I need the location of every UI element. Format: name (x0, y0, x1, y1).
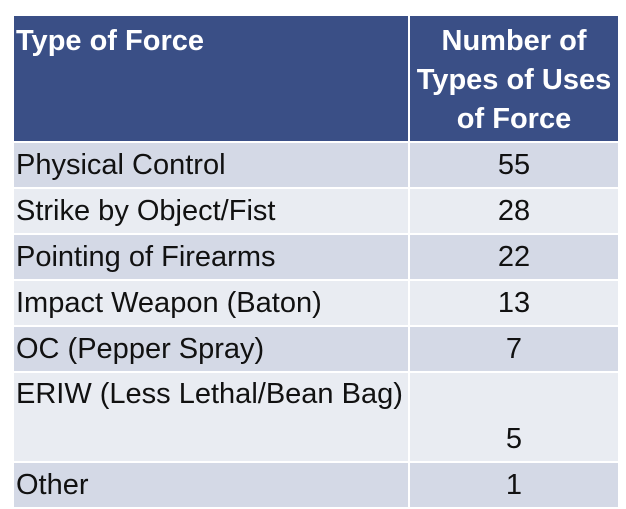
row-label: Strike by Object/Fist (12, 187, 410, 235)
table-row: Physical Control 55 (12, 141, 620, 189)
force-table: Type of Force Number of Types of Uses of… (12, 14, 620, 509)
header-row: Type of Force Number of Types of Uses of… (12, 14, 620, 143)
table-row: ERIW (Less Lethal/Bean Bag) 5 (12, 371, 620, 463)
row-value: 5 (408, 371, 620, 463)
row-label: Other (12, 461, 410, 509)
row-label: ERIW (Less Lethal/Bean Bag) (12, 371, 410, 463)
row-label: Physical Control (12, 141, 410, 189)
row-value: 13 (408, 279, 620, 327)
table-row: Impact Weapon (Baton) 13 (12, 279, 620, 327)
force-table-container: Type of Force Number of Types of Uses of… (12, 14, 620, 509)
row-label: Impact Weapon (Baton) (12, 279, 410, 327)
header-count-line-1: Number of (441, 25, 587, 57)
table-row: OC (Pepper Spray) 7 (12, 325, 620, 373)
header-type-line-1: Type of Force (16, 25, 204, 57)
table-row: Strike by Object/Fist 28 (12, 187, 620, 235)
row-value: 22 (408, 233, 620, 281)
row-value: 55 (408, 141, 620, 189)
row-label: OC (Pepper Spray) (12, 325, 410, 373)
header-type-of-force: Type of Force (12, 14, 410, 143)
row-value: 1 (408, 461, 620, 509)
row-label: Pointing of Firearms (12, 233, 410, 281)
header-count-line-2: Types of Uses (416, 64, 612, 96)
table-row: Other 1 (12, 461, 620, 509)
row-value: 7 (408, 325, 620, 373)
header-number-of-uses: Number of Types of Uses of Force (408, 14, 620, 143)
table-row: Pointing of Firearms 22 (12, 233, 620, 281)
row-value: 28 (408, 187, 620, 235)
header-count-line-3: of Force (456, 103, 572, 135)
